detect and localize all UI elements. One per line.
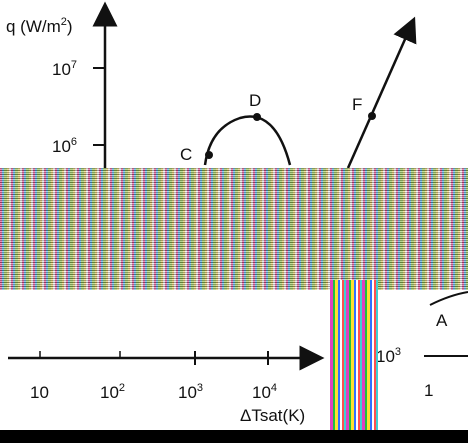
tick-label: 102 xyxy=(100,382,125,402)
point-label: D xyxy=(249,91,261,110)
tick-label: 10 xyxy=(30,383,49,402)
y-axis-label: q (W/m2) xyxy=(6,16,73,36)
bottom-bar xyxy=(0,430,468,443)
tick-label: 104 xyxy=(252,382,277,402)
point-marker xyxy=(368,112,376,120)
tick-label: 106 xyxy=(52,136,77,156)
curve xyxy=(346,16,417,169)
tick-label: 103 xyxy=(178,382,203,402)
point-label: A xyxy=(436,311,448,330)
x-axis-label: ΔTsat(K) xyxy=(240,406,305,425)
noise-band xyxy=(0,168,468,290)
point-marker xyxy=(253,113,261,121)
fragment-curve xyxy=(429,291,468,306)
point-marker xyxy=(205,151,213,159)
fragment-x-tick: 1 xyxy=(424,381,433,400)
noise-stripes xyxy=(330,280,378,430)
tick-label: 107 xyxy=(52,59,77,79)
fragment-tick: 103 xyxy=(376,346,401,366)
point-label: F xyxy=(352,95,362,114)
curve xyxy=(203,115,292,166)
point-label: C xyxy=(180,145,192,164)
